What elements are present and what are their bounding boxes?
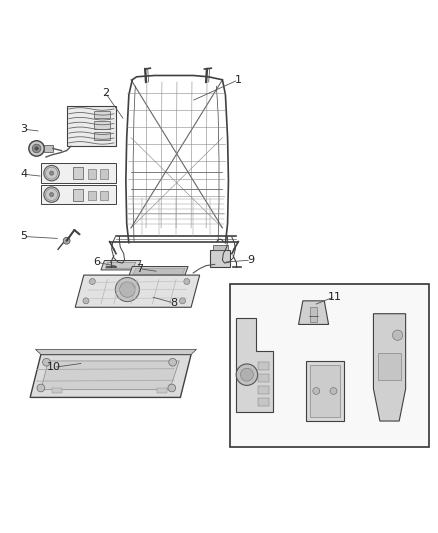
Polygon shape <box>299 301 328 325</box>
Circle shape <box>44 187 59 203</box>
Circle shape <box>392 330 403 341</box>
Circle shape <box>49 171 54 175</box>
Circle shape <box>46 189 58 200</box>
Text: 4: 4 <box>20 169 27 179</box>
Circle shape <box>42 358 50 366</box>
Bar <box>230 284 429 447</box>
Text: 9: 9 <box>247 255 255 265</box>
Bar <box>310 365 340 417</box>
Polygon shape <box>75 275 200 308</box>
Text: 6: 6 <box>93 257 100 267</box>
Circle shape <box>29 141 44 156</box>
Text: 1: 1 <box>235 75 242 85</box>
Polygon shape <box>129 266 188 276</box>
Bar <box>210 250 230 266</box>
Text: 8: 8 <box>170 298 177 308</box>
Circle shape <box>184 279 190 285</box>
Circle shape <box>63 237 70 244</box>
Bar <box>258 374 269 382</box>
Bar <box>41 185 116 204</box>
Bar <box>88 190 96 200</box>
Polygon shape <box>133 268 185 274</box>
Bar <box>258 362 269 370</box>
Circle shape <box>32 144 41 153</box>
Circle shape <box>330 387 337 394</box>
Bar <box>100 190 108 200</box>
Polygon shape <box>30 354 191 398</box>
Text: 5: 5 <box>20 231 27 241</box>
Circle shape <box>169 358 177 366</box>
Circle shape <box>168 384 176 392</box>
Circle shape <box>89 279 95 285</box>
Text: 2: 2 <box>102 87 109 98</box>
Circle shape <box>180 298 186 304</box>
Circle shape <box>236 364 258 385</box>
Polygon shape <box>374 314 406 421</box>
Circle shape <box>46 167 58 179</box>
Bar <box>212 245 228 250</box>
Bar <box>94 111 110 118</box>
Bar <box>88 169 96 179</box>
Polygon shape <box>105 262 136 268</box>
Bar <box>67 106 116 147</box>
Circle shape <box>44 165 59 181</box>
Polygon shape <box>35 349 197 354</box>
Bar <box>258 398 269 406</box>
Bar <box>310 308 317 322</box>
Circle shape <box>83 298 89 304</box>
Bar <box>100 169 108 179</box>
Bar <box>41 164 116 183</box>
Circle shape <box>35 147 38 150</box>
Polygon shape <box>41 361 179 390</box>
Circle shape <box>37 384 45 392</box>
Bar <box>73 189 82 201</box>
Text: 11: 11 <box>328 292 342 302</box>
Polygon shape <box>101 261 141 270</box>
Circle shape <box>313 387 320 394</box>
Text: 3: 3 <box>20 124 27 134</box>
Bar <box>157 388 167 393</box>
Bar <box>44 145 53 152</box>
Bar <box>258 386 269 394</box>
Bar <box>52 388 62 393</box>
Polygon shape <box>236 318 272 413</box>
Text: 10: 10 <box>47 362 61 373</box>
Circle shape <box>120 282 135 297</box>
Circle shape <box>115 278 139 302</box>
Bar <box>94 132 110 140</box>
Bar <box>378 353 401 380</box>
Text: 7: 7 <box>136 264 143 273</box>
Bar <box>73 167 82 180</box>
Bar <box>306 361 344 421</box>
Circle shape <box>240 368 253 381</box>
Bar <box>94 122 110 129</box>
Circle shape <box>49 192 54 197</box>
